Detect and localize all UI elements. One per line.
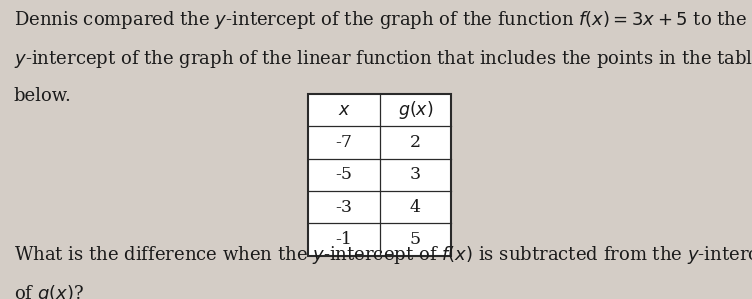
Text: $y$-intercept of the graph of the linear function that includes the points in th: $y$-intercept of the graph of the linear… — [14, 48, 752, 70]
Text: -1: -1 — [335, 231, 353, 248]
Text: $x$: $x$ — [338, 102, 350, 119]
Text: Dennis compared the $y$-intercept of the graph of the function $f(x) = 3x + 5$ t: Dennis compared the $y$-intercept of the… — [14, 9, 747, 31]
Text: What is the difference when the $y$-intercept of $f(x)$ is subtracted from the $: What is the difference when the $y$-inte… — [14, 244, 752, 266]
Text: 3: 3 — [410, 167, 421, 183]
Text: 4: 4 — [410, 199, 421, 216]
Text: -7: -7 — [335, 134, 353, 151]
Text: of $g(x)$?: of $g(x)$? — [14, 283, 83, 299]
Text: -3: -3 — [335, 199, 353, 216]
Text: -5: -5 — [335, 167, 353, 183]
Text: 5: 5 — [410, 231, 421, 248]
Text: below.: below. — [14, 87, 71, 105]
Text: 2: 2 — [410, 134, 421, 151]
Text: $g(x)$: $g(x)$ — [398, 99, 433, 121]
Bar — [308, 94, 451, 256]
